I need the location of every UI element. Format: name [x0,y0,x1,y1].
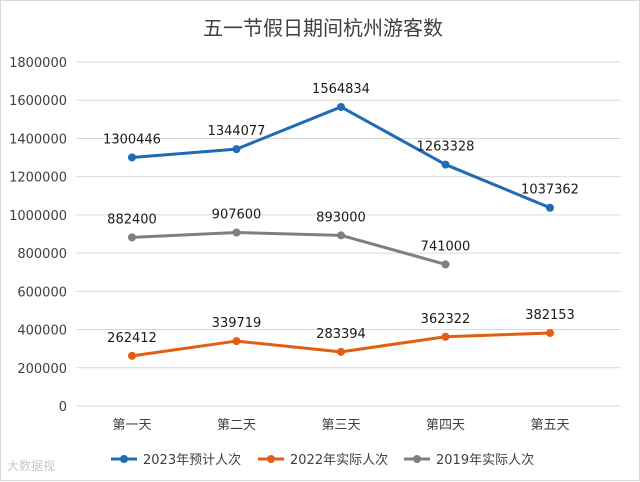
data-label: 1037362 [521,183,579,198]
y-tick-label: 400000 [17,324,67,339]
y-tick-label: 800000 [17,247,67,262]
y-tick-label: 1000000 [9,209,67,224]
x-tick-label: 第三天 [321,418,360,433]
y-tick-label: 600000 [17,285,67,300]
data-point [337,231,345,240]
y-tick-label: 1800000 [9,56,67,71]
data-label: 882400 [107,212,157,227]
data-label: 1564834 [312,82,370,97]
legend-entry: 2019年实际人次 [436,452,534,468]
y-tick-label: 200000 [17,362,67,377]
data-label: 362322 [421,312,471,327]
data-point [546,203,554,212]
data-point [441,260,450,269]
data-point [337,102,345,111]
series-line [130,231,447,266]
legend-entry: 2023年预计人次 [143,452,241,468]
y-tick-label: 1600000 [9,94,67,109]
y-tick-label: 1400000 [9,132,67,147]
x-tick-label: 第二天 [217,418,256,433]
series-layer [128,102,554,360]
x-tick-label: 第四天 [426,418,465,433]
legend-marker [120,455,128,463]
data-label: 1263328 [417,140,475,155]
data-label: 907600 [212,208,262,223]
y-tick-label: 1200000 [9,171,67,186]
y-tick-label: 0 [59,400,67,415]
data-label: 741000 [421,239,471,254]
watermark: 大数据视 [7,459,56,473]
data-point [546,328,554,337]
legend: 2023年预计人次 2022年实际人次 2019年实际人次 [111,452,534,468]
axis-layer: 0 200000 400000 600000 800000 1000000 1200000 1… [9,56,569,433]
data-point [232,228,241,237]
data-point [441,160,450,169]
x-tick-label: 第五天 [530,418,569,433]
data-label: 1300446 [103,132,161,147]
series-line [130,105,552,210]
data-label: 1344077 [208,124,266,139]
data-point [232,145,241,154]
data-label: 382153 [525,308,575,323]
data-point [441,332,450,341]
data-label: 283394 [316,327,366,342]
grid-layer [76,61,621,407]
data-point [337,347,345,356]
data-label: 893000 [316,210,366,225]
label-layer: 1300446 1344077 1564834 1263328 1037362 26241… [103,82,579,346]
data-point [128,233,136,242]
data-point [128,351,136,360]
data-label: 262412 [107,331,157,346]
legend-marker [413,455,421,463]
legend-entry: 2022年实际人次 [290,452,388,468]
legend-marker [267,455,275,463]
data-label: 339719 [212,316,262,331]
data-point [232,337,241,346]
data-point [128,153,136,162]
x-tick-label: 第一天 [112,418,151,433]
chart-title: 五一节假日期间杭州游客数 [203,16,443,40]
